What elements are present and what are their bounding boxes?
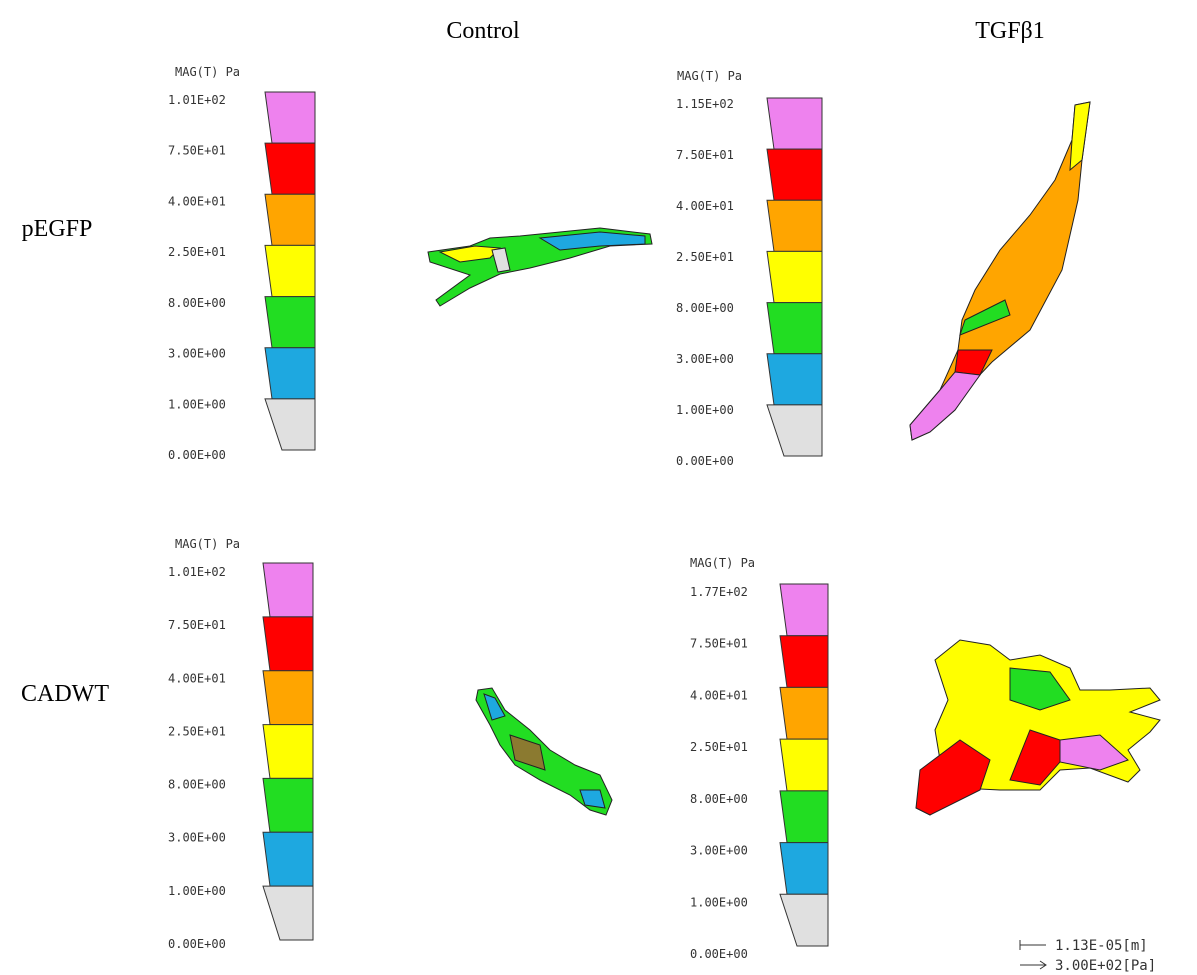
column-header: TGFβ1 xyxy=(975,18,1045,44)
scale-bar xyxy=(1020,940,1046,969)
legend-swatch xyxy=(767,149,822,200)
legend-swatch xyxy=(780,791,828,843)
legend-title: MAG(T) Pa xyxy=(690,556,755,570)
legend-label: 0.00E+00 xyxy=(168,937,226,951)
legend-label: 7.50E+01 xyxy=(168,144,226,158)
legends: MAG(T) Pa 1.01E+02 7.50E+01 4.00E+01 2.50E+0… xyxy=(168,65,828,961)
legend-label: 0.00E+00 xyxy=(168,448,226,462)
legend-swatch xyxy=(263,725,313,779)
cell-map xyxy=(916,640,1160,815)
scale-length: 1.13E-05[m] xyxy=(1055,938,1148,954)
legend-swatch xyxy=(780,894,828,946)
legend-swatch xyxy=(263,832,313,886)
legend-swatch xyxy=(263,886,313,940)
legend-swatch xyxy=(263,563,313,617)
row-label: CADWT xyxy=(21,681,109,707)
legend-swatch xyxy=(780,584,828,636)
legend-label: 1.00E+00 xyxy=(690,895,748,909)
legend-label: 2.50E+01 xyxy=(168,724,226,738)
legend-swatch xyxy=(265,245,315,296)
legend-swatch xyxy=(265,143,315,194)
legend-label: 1.01E+02 xyxy=(168,565,226,579)
legend-label: 3.00E+00 xyxy=(690,844,748,858)
legend-label: 0.00E+00 xyxy=(690,947,748,961)
scale-traction: 3.00E+02[Pa] xyxy=(1055,958,1156,974)
figure: Control TGFβ1 pEGFP CADWT MAG(T) Pa 1.01E… xyxy=(0,0,1197,975)
legend-label: 3.00E+00 xyxy=(676,352,734,366)
legend-label: 8.00E+00 xyxy=(690,792,748,806)
cell-map xyxy=(910,102,1090,440)
legend-swatch xyxy=(263,778,313,832)
legend-swatch xyxy=(767,98,822,149)
legend-swatch xyxy=(767,200,822,251)
legend-label: 8.00E+00 xyxy=(168,296,226,310)
legend-swatch xyxy=(265,399,315,450)
legend-label: 2.50E+01 xyxy=(676,250,734,264)
legend-swatch xyxy=(265,297,315,348)
legend-swatch xyxy=(780,843,828,895)
legend-label: 1.77E+02 xyxy=(690,585,748,599)
legend-swatch xyxy=(265,194,315,245)
legend-label: 1.01E+02 xyxy=(168,93,226,107)
legend-title: MAG(T) Pa xyxy=(677,69,742,83)
legend-label: 0.00E+00 xyxy=(676,454,734,468)
legend-swatch xyxy=(767,251,822,302)
legend-label: 2.50E+01 xyxy=(168,245,226,259)
legend-label: 1.00E+00 xyxy=(168,884,226,898)
legend-label: 7.50E+01 xyxy=(676,148,734,162)
legend-swatch xyxy=(263,617,313,671)
column-header: Control xyxy=(446,18,520,44)
legend-label: 1.00E+00 xyxy=(676,403,734,417)
legend-label: 7.50E+01 xyxy=(690,637,748,651)
cell-map xyxy=(476,688,612,815)
legend-swatch xyxy=(767,354,822,405)
cell-map xyxy=(428,228,652,306)
legend-swatch xyxy=(767,303,822,354)
legend-label: 4.00E+01 xyxy=(690,688,748,702)
row-label: pEGFP xyxy=(22,216,93,242)
legend-label: 2.50E+01 xyxy=(690,740,748,754)
legend-label: 3.00E+00 xyxy=(168,347,226,361)
legend-swatch xyxy=(767,405,822,456)
legend-label: 4.00E+01 xyxy=(168,194,226,208)
legend-label: 7.50E+01 xyxy=(168,618,226,632)
legend-label: 8.00E+00 xyxy=(168,778,226,792)
legend-title: MAG(T) Pa xyxy=(175,537,240,551)
legend-swatch xyxy=(265,348,315,399)
legend-swatch xyxy=(780,687,828,739)
legend-label: 4.00E+01 xyxy=(676,199,734,213)
legend-swatch xyxy=(780,739,828,791)
legend-swatch xyxy=(780,636,828,688)
legend-label: 8.00E+00 xyxy=(676,301,734,315)
legend-label: 4.00E+01 xyxy=(168,671,226,685)
legend-label: 1.15E+02 xyxy=(676,97,734,111)
legend-swatch xyxy=(263,671,313,725)
legend-label: 3.00E+00 xyxy=(168,831,226,845)
legend-swatch xyxy=(265,92,315,143)
legend-title: MAG(T) Pa xyxy=(175,65,240,79)
legend-label: 1.00E+00 xyxy=(168,397,226,411)
